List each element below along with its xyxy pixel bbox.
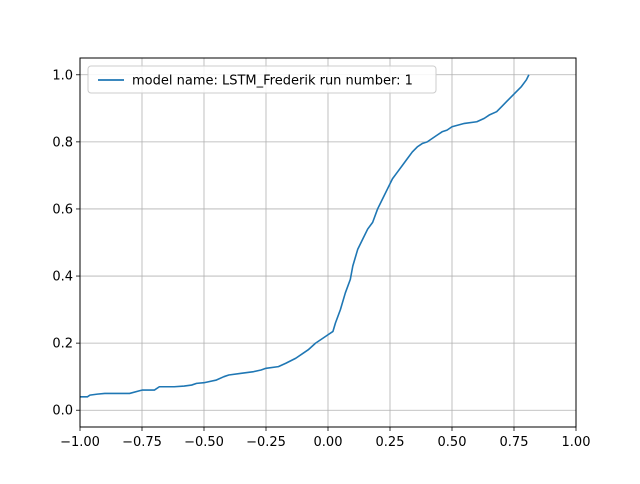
x-tick-label: −0.25: [246, 435, 286, 450]
x-tick-label: −0.75: [122, 435, 162, 450]
x-tick-label: −0.50: [184, 435, 224, 450]
legend-box: [87, 65, 437, 94]
x-tick-label: 0.25: [376, 435, 405, 450]
x-tick-label: −1.00: [60, 435, 100, 450]
legend-label: model name: LSTM_Frederik run number: 1: [132, 74, 413, 89]
series-lines: [80, 74, 530, 398]
legend: model name: LSTM_Frederik run number: 1: [87, 65, 437, 94]
y-tick-label: 0.2: [52, 337, 73, 352]
y-tick-label: 0.0: [52, 404, 73, 419]
y-tick-label: 1.0: [52, 68, 73, 83]
y-tick-label: 0.8: [52, 135, 73, 150]
x-tick-label: 1.00: [562, 435, 591, 450]
series-line-0: [80, 74, 530, 398]
axis-ticks: −1.00 −0.75 −0.50 −0.25 0.00 0.25 0.50 0.75 1.00…: [52, 68, 590, 450]
x-tick-label: 0.50: [438, 435, 467, 450]
x-tick-label: 0.75: [500, 435, 529, 450]
y-tick-label: 0.6: [52, 202, 73, 217]
x-tick-label: 0.00: [314, 435, 343, 450]
y-tick-label: 0.4: [52, 270, 73, 285]
